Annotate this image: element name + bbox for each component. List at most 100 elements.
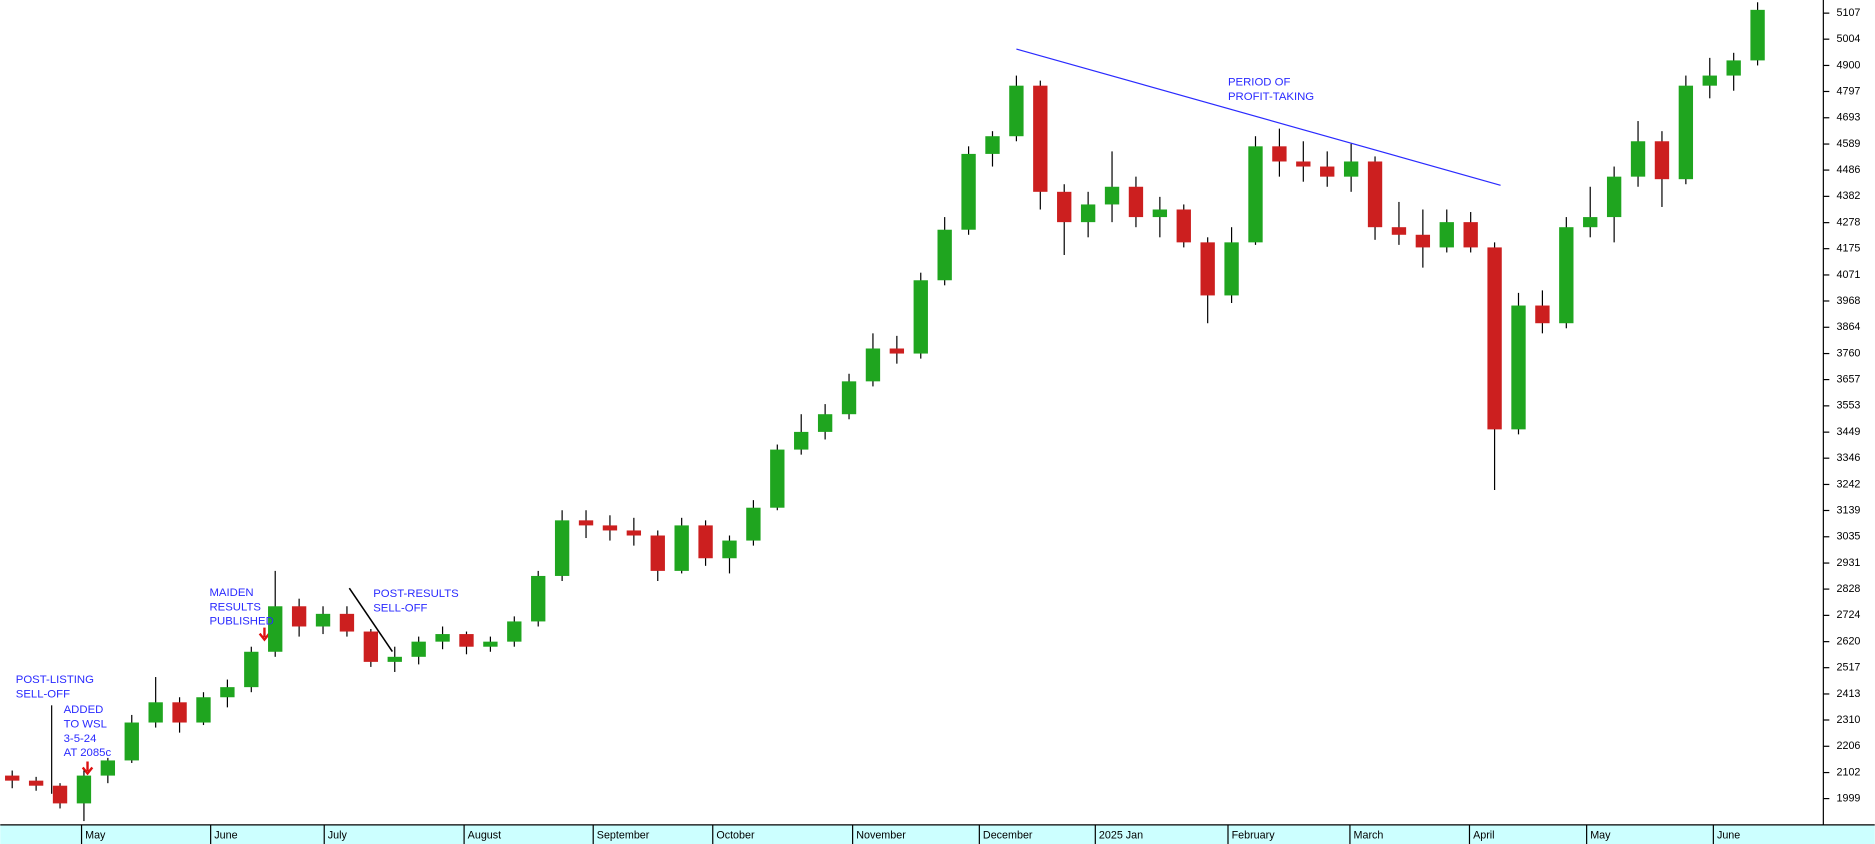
candle-body [865,348,881,382]
annotation: RESULTS [209,601,261,613]
y-tick-label: 3864 [1836,321,1860,333]
candle-body [363,631,379,662]
candle-body [1678,85,1694,180]
candle-body [220,687,235,698]
y-tick-label: 2620 [1836,635,1860,647]
x-tick-label: April [1473,829,1495,841]
arrow [258,627,271,642]
annotation: 3-5-24 [64,733,97,745]
candle-body [1080,204,1096,223]
x-axis-band [0,824,1875,844]
y-tick-label: 4589 [1836,138,1860,150]
y-tick-label: 4175 [1836,243,1860,255]
candle-body [1224,242,1239,296]
y-tick-label: 2931 [1836,557,1860,569]
y-tick-label: 3035 [1836,531,1860,543]
candle-body [411,641,426,657]
candle-body [937,229,952,281]
candle-body [196,697,211,723]
y-tick-label: 4071 [1836,269,1860,281]
candle-body [1702,75,1717,86]
candle-body [1654,141,1670,180]
x-tick-label: August [468,829,501,841]
y-tick-label: 4693 [1836,112,1860,124]
y-tick-label: 2724 [1836,609,1860,621]
candle-body [1583,217,1598,228]
y-tick-label: 2517 [1836,662,1860,674]
x-tick-label: March [1354,829,1384,841]
candle-body [1272,146,1287,162]
candle-body [507,621,522,642]
x-tick-label: September [597,829,650,841]
candle-body [626,530,642,536]
x-tick-label: June [214,829,237,841]
candle-body [1104,186,1120,205]
y-tick-label: 3346 [1836,452,1860,464]
candle-body [1559,227,1574,324]
candle-body [602,525,618,531]
candle-body [459,634,474,647]
y-tick-label: 3553 [1836,400,1860,412]
axes: 1999 2102 2206 2310 2413 2517 2620 2724 2828 2931… [80,7,1860,844]
candle-body [1487,247,1502,430]
annotation: PROFIT-TAKING [1228,91,1314,103]
candle-body [698,525,713,559]
candle-body [1320,166,1335,177]
y-tick-label: 3139 [1836,504,1860,516]
x-tick-label: 2025 Jan [1099,829,1143,841]
candle-body [1152,209,1168,218]
x-tick-label: July [328,829,348,841]
candle-body [746,507,761,541]
candle-body [1606,176,1622,218]
candle-body [1033,85,1048,192]
candle-body [1057,191,1072,223]
annotation: POST-LISTING [16,674,94,686]
candle-body [387,656,402,662]
y-tick-label: 3449 [1836,426,1860,438]
y-tick-label: 3760 [1836,347,1860,359]
annotation: ADDED [64,704,104,716]
candle-body [578,520,594,526]
annotation: AT 2085c [64,747,112,759]
x-tick-label: October [716,829,755,841]
candle-body [100,760,116,776]
annotation: PERIOD OF [1228,76,1290,88]
candle-body [674,525,689,571]
candle-body [817,414,833,432]
candle-body [1391,227,1407,235]
candle-body [1128,186,1144,218]
y-tick-label: 3968 [1836,295,1860,307]
x-tick-label: June [1717,829,1740,841]
candle-body [1248,146,1263,243]
annotation: POST-RESULTS [373,588,459,600]
y-tick-label: 2102 [1836,766,1860,778]
x-tick-label: May [85,829,106,841]
y-tick-label: 4797 [1836,85,1860,97]
y-tick-label: 5004 [1836,33,1860,45]
x-tick-label: February [1232,829,1276,841]
y-tick-label: 4382 [1836,190,1860,202]
candle-body [1630,141,1646,177]
candle-body [531,575,546,622]
candle-body [291,606,307,627]
y-tick-label: 2828 [1836,583,1860,595]
candle-body [483,641,498,647]
x-tick-label: November [856,829,906,841]
y-tick-label: 4486 [1836,164,1860,176]
candle-body [1535,305,1550,324]
candle-body [315,613,331,627]
x-tick-label: December [983,829,1033,841]
candle-body [124,722,139,761]
candle-body [1343,161,1359,177]
candle-body [172,702,187,723]
candle-body [1009,85,1024,137]
trend-line [1016,48,1501,186]
x-tick-label: May [1590,829,1611,841]
annotation: SELL-OFF [16,689,70,701]
candle-body [28,780,44,786]
candle-body [1439,222,1454,248]
candle-body [244,651,259,688]
candle-body [1463,222,1478,248]
